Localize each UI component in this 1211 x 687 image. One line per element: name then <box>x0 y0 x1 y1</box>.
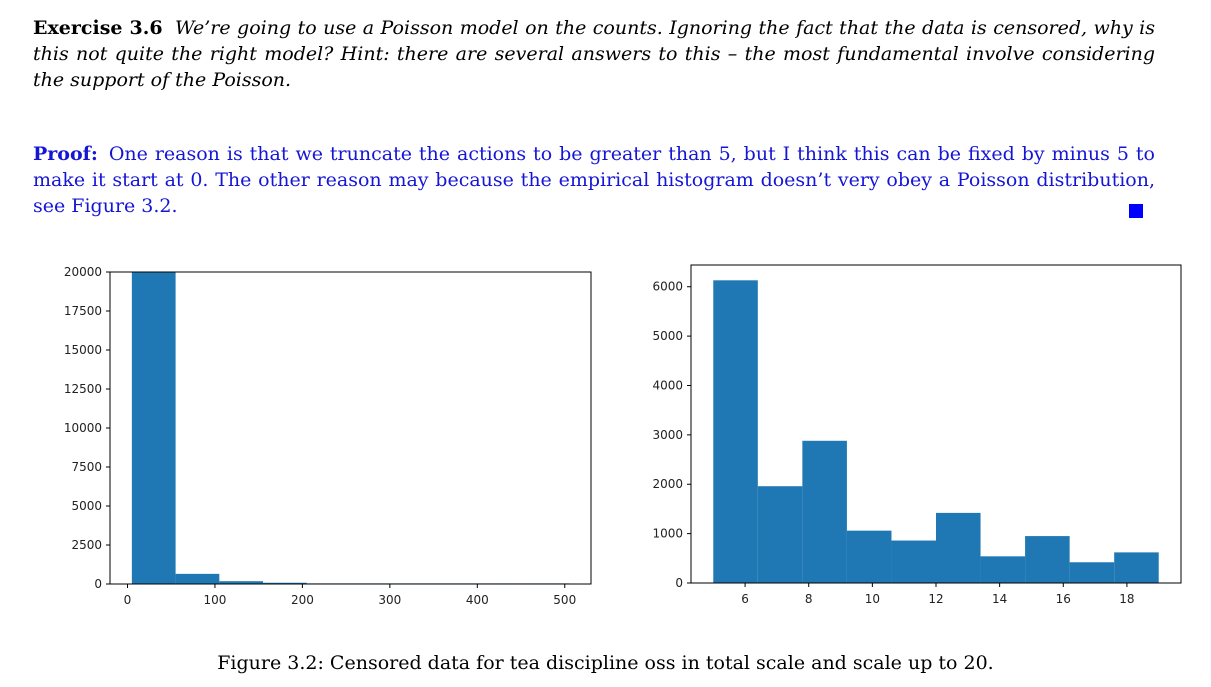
qed-square-icon <box>1129 204 1143 218</box>
histogram-bar <box>1069 562 1115 583</box>
x-tick-label: 0 <box>124 593 132 607</box>
proof-paragraph: Proof: One reason is that we truncate th… <box>33 141 1155 219</box>
histogram-bar <box>936 512 981 583</box>
y-tick-label: 4000 <box>652 378 683 392</box>
y-tick-label: 0 <box>94 577 102 591</box>
figure-caption: Figure 3.2: Censored data for tea discip… <box>217 652 994 674</box>
x-tick-label: 100 <box>203 593 226 607</box>
x-tick-label: 400 <box>466 593 489 607</box>
histogram-bar <box>846 530 892 583</box>
y-tick-label: 20000 <box>64 265 102 279</box>
histogram-total-scale: 0 100 200 300 400 500025005000750010000125001… <box>64 265 592 607</box>
x-tick-label: 18 <box>1119 592 1134 606</box>
x-tick-label: 14 <box>992 592 1007 606</box>
histogram-bar <box>802 440 847 583</box>
y-tick-label: 5000 <box>652 329 683 343</box>
y-tick-label: 3000 <box>652 428 683 442</box>
histogram-bar <box>1025 536 1070 583</box>
x-tick-label: 500 <box>553 593 576 607</box>
y-tick-label: 0 <box>675 576 683 590</box>
proof-text: One reason is that we truncate the actio… <box>33 143 1155 217</box>
y-tick-label: 15000 <box>64 343 102 357</box>
x-tick-label: 16 <box>1056 592 1071 606</box>
histogram-bar <box>891 540 936 583</box>
histogram-bar <box>219 581 264 584</box>
histogram-bar <box>175 573 220 584</box>
histogram-bar <box>1114 552 1159 583</box>
exercise-label: Exercise 3.6 <box>33 17 163 39</box>
histogram-bar <box>757 486 803 583</box>
y-tick-label: 1000 <box>652 527 683 541</box>
y-tick-label: 6000 <box>652 280 683 294</box>
plot-frame <box>109 271 592 585</box>
x-tick-label: 300 <box>378 593 401 607</box>
histogram-up-to-20: 6 8 10 12 14 16 18 0 1000 2000 3000 4000 5000 6000 <box>652 264 1182 606</box>
y-tick-label: 5000 <box>71 499 102 513</box>
y-tick-label: 12500 <box>64 382 102 396</box>
histogram-bar <box>980 556 1026 583</box>
x-tick-label: 10 <box>865 592 880 606</box>
y-tick-label: 2500 <box>71 538 102 552</box>
histogram-bar <box>713 280 758 583</box>
y-tick-label: 10000 <box>64 421 102 435</box>
x-tick-label: 200 <box>291 593 314 607</box>
exercise-paragraph: Exercise 3.6 We’re going to use a Poisso… <box>33 15 1155 93</box>
histogram-bar <box>131 272 176 584</box>
proof-label: Proof: <box>33 143 98 165</box>
x-tick-label: 12 <box>928 592 943 606</box>
y-tick-label: 2000 <box>652 477 683 491</box>
y-tick-label: 17500 <box>64 304 102 318</box>
y-tick-label: 7500 <box>71 460 102 474</box>
x-tick-label: 8 <box>805 592 813 606</box>
exercise-text: We’re going to use a Poisson model on th… <box>33 17 1155 91</box>
histogram-bar <box>263 582 307 584</box>
x-tick-label: 6 <box>741 592 749 606</box>
